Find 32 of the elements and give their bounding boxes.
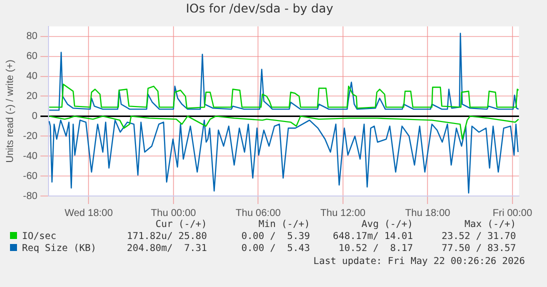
text: 204.80m/ 7.31 [126, 242, 207, 254]
text: 0.00 / 5.43 [240, 242, 310, 254]
y-tick-label: 40 [26, 71, 38, 82]
y-tick-label: -80 [23, 190, 38, 202]
text: Cur (-/+) [154, 218, 207, 230]
x-tick-label: Thu 18:00 [405, 208, 451, 219]
text: 10.52 / 8.17 [338, 242, 413, 254]
text: Max (-/+) [464, 218, 516, 230]
text: 0.00 / 5.39 [240, 230, 310, 242]
text: 648.17m/ 14.01 [332, 230, 413, 242]
chart-title: IOs for /dev/sda - by day [186, 1, 334, 16]
x-tick-label: Thu 00:00 [150, 208, 196, 219]
x-tick-label: Thu 12:00 [320, 208, 366, 219]
text: 77.50 / 83.57 [440, 242, 516, 254]
y-tick-label: -20 [23, 130, 38, 142]
y-tick-label: -40 [23, 150, 38, 162]
y-tick-label: 60 [26, 51, 38, 62]
text: 171.82u/ 25.80 [126, 230, 207, 242]
y-tick-label: 20 [26, 90, 38, 102]
x-tick-label: Fri 00:00 [492, 208, 533, 219]
x-tick-label: Wed 18:00 [64, 208, 114, 219]
legend-label: Req Size (KB) [21, 242, 98, 254]
text: Avg (-/+) [360, 218, 413, 230]
text: Min (-/+) [258, 218, 310, 230]
text: Last update: Fri May 22 00:26:26 2026 [313, 256, 525, 267]
y-tick-label: -60 [23, 170, 38, 182]
text: 23.52 / 31.70 [440, 230, 516, 242]
y-axis-title: Units read (-) / write (+) [4, 60, 16, 163]
y-tick-label: 0 [32, 110, 38, 122]
legend-label: IO/sec [21, 230, 58, 242]
y-tick-label: 80 [26, 31, 38, 42]
x-tick-label: Thu 06:00 [236, 208, 282, 219]
